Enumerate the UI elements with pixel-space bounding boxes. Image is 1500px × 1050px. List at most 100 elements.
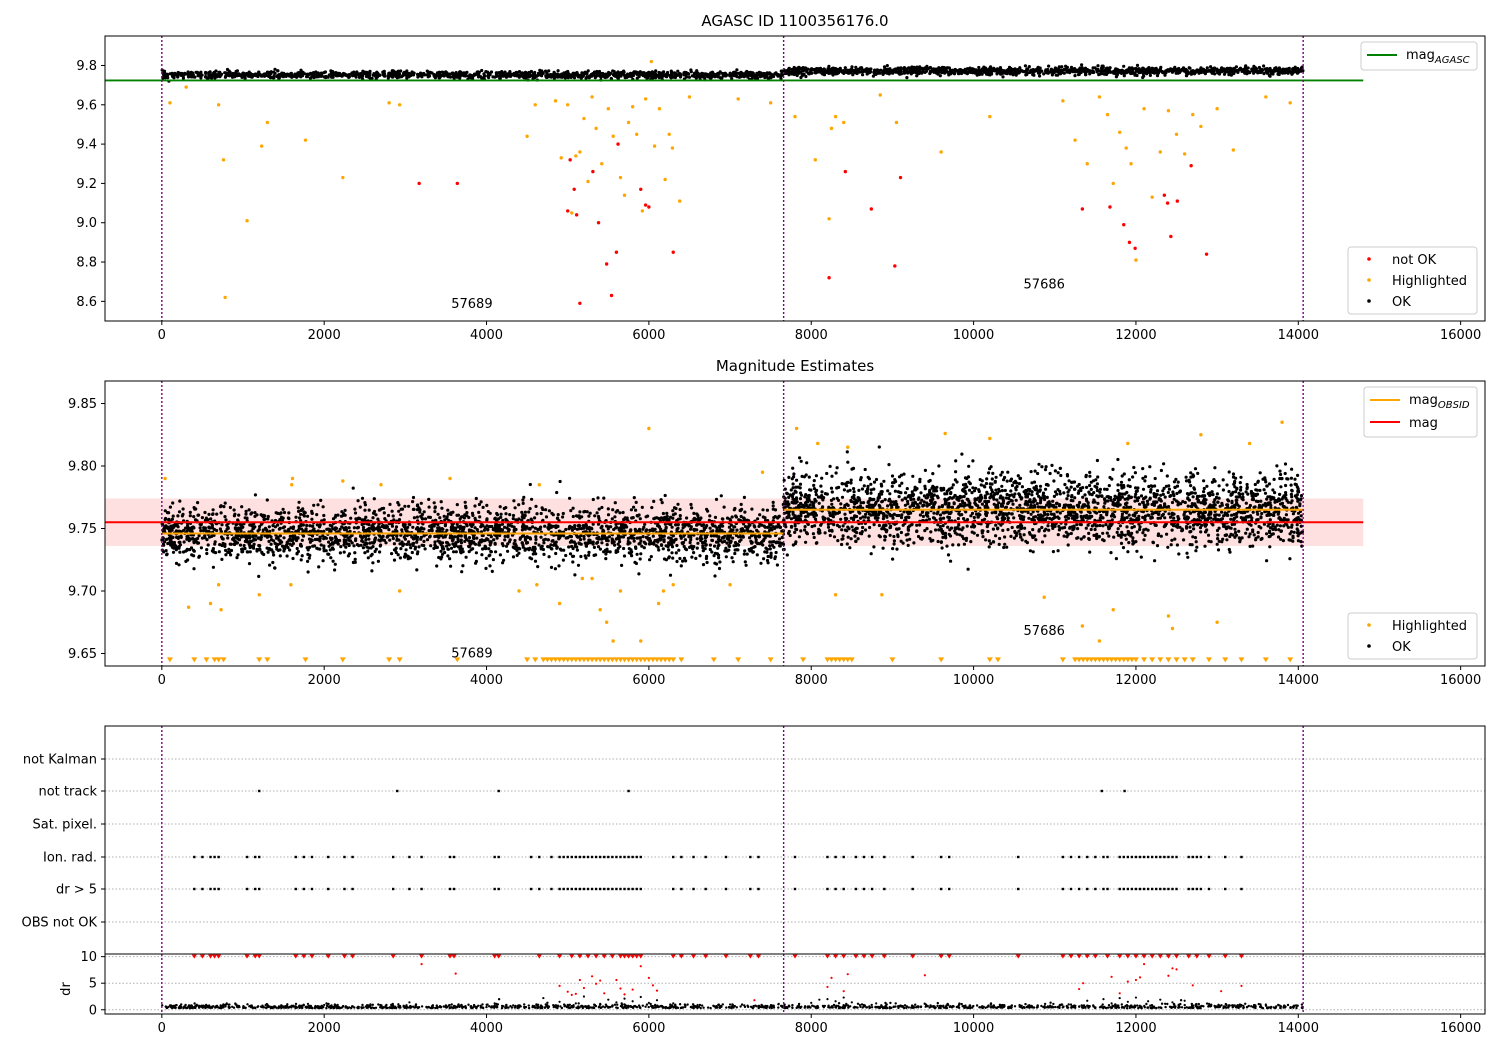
panel2-ok-point — [692, 511, 696, 515]
panel1-ok-point — [613, 74, 618, 78]
panel1-ok-point — [1254, 68, 1258, 72]
panel1-ok-point — [1199, 70, 1203, 75]
panel2-ok-point — [667, 536, 671, 540]
panel2-ok-point — [176, 514, 180, 518]
panel1-ok-point — [846, 68, 850, 72]
panel2-ok-point — [229, 548, 234, 553]
panel2-ok-point — [502, 558, 506, 562]
panel1-highlighted-point — [600, 162, 604, 166]
panel1-ok-point — [259, 73, 263, 77]
panel2-ok-point — [761, 508, 765, 512]
panel1-ok-point — [360, 74, 364, 78]
panel2-ok-point — [671, 534, 676, 538]
panel1-ok-point — [331, 70, 335, 74]
panel2-ok-point — [188, 514, 192, 518]
panel2-ok-point — [592, 545, 597, 550]
panel1-highlighted-point — [1174, 132, 1179, 136]
panel2-ok-point — [564, 527, 568, 532]
panel1-ok-point — [1194, 69, 1198, 73]
panel1-ok-point — [609, 71, 613, 75]
panel1-ok-point — [728, 74, 732, 78]
panel2-ok-point — [528, 556, 532, 560]
panel1-ok-point — [1300, 65, 1304, 69]
panel1-ok-point — [370, 76, 374, 80]
panel2-ok-point — [311, 524, 315, 528]
panel2-ok-point — [664, 544, 668, 548]
panel1-ok-point — [586, 69, 590, 73]
panel1-ok-point — [367, 75, 371, 79]
panel2-ok-point — [224, 548, 228, 553]
panel2-ok-point — [616, 542, 620, 546]
panel1-ok-point — [1024, 73, 1028, 77]
panel1-ok-point — [805, 69, 809, 73]
panel2-ok-point — [511, 517, 515, 521]
panel2-ok-point — [265, 498, 269, 502]
panel2-ok-point — [521, 501, 525, 505]
panel2-ok-point — [427, 497, 431, 501]
panel2-ok-point — [305, 523, 309, 528]
panel2-ok-point — [342, 526, 346, 530]
panel2-ok-point — [376, 517, 380, 521]
panel2-ok-point — [556, 513, 560, 517]
panel2-ok-point — [398, 556, 402, 560]
panel2-ok-point — [321, 534, 325, 538]
panel2-ok-point — [675, 559, 679, 564]
panel2-ok-point — [626, 536, 631, 541]
panel2-ok-point — [727, 544, 731, 548]
panel2-ok-point — [734, 514, 738, 518]
panel2-ok-point — [268, 563, 272, 567]
panel2-ok-point — [771, 525, 775, 529]
panel2-ok-point — [167, 517, 171, 522]
panel1-xtick-label: 4000 — [470, 328, 503, 343]
panel1-highlighted-point — [341, 175, 345, 180]
panel1-highlighted-point — [1215, 107, 1219, 111]
panel1-ok-point — [226, 71, 230, 75]
panel1-ok-point — [208, 74, 212, 78]
panel2-ok-point — [514, 545, 518, 549]
panel2-ok-point — [529, 517, 533, 521]
panel2-ok-point — [205, 548, 209, 552]
panel2-ok-point — [276, 543, 280, 547]
panel2-ok-point — [699, 533, 703, 538]
panel1-ok-point — [503, 70, 507, 74]
panel1-ok-point — [346, 74, 350, 78]
panel2-ok-point — [722, 505, 726, 509]
panel1-ok-point — [961, 70, 966, 74]
panel2-ok-point — [512, 499, 516, 503]
panel1-ok-point — [337, 72, 341, 76]
panel2-ok-point — [363, 551, 367, 555]
panel2-ok-point — [182, 528, 186, 533]
panel2-ok-point — [370, 552, 374, 556]
panel1-highlighted-point — [387, 101, 391, 105]
panel1-ok-point — [643, 75, 648, 79]
panel2-ok-point — [417, 545, 421, 549]
panel1-highlighted-point — [1085, 162, 1089, 166]
panel2-ok-point — [430, 527, 434, 531]
panel1-ok-point — [1084, 73, 1088, 77]
panel2-ok-point — [621, 510, 625, 515]
panel2-ok-point — [569, 509, 573, 513]
panel2-ok-point — [725, 516, 730, 520]
panel2-ok-point — [482, 539, 486, 543]
panel2-ok-point — [558, 479, 562, 484]
panel1-ok-point — [1126, 69, 1130, 73]
panel1-ok-point — [570, 74, 574, 78]
panel1-ok-point — [888, 67, 892, 71]
panel2-ok-point — [422, 534, 426, 538]
panel1-ok-point — [730, 77, 734, 81]
panel2-ok-point — [443, 522, 448, 527]
panel1-ok-point — [1114, 67, 1118, 71]
panel2-ok-point — [348, 529, 352, 533]
panel1-not-ok-point — [647, 205, 651, 209]
panel2-ok-point — [328, 548, 332, 552]
panel2-ok-point — [297, 526, 301, 530]
panel2-ok-point — [534, 504, 538, 508]
panel2-ok-point — [445, 528, 449, 532]
panel2-ok-point — [286, 545, 290, 550]
panel2-ok-point — [642, 525, 646, 529]
panel2-ok-point — [428, 515, 432, 520]
panel1-ok-point — [1056, 73, 1060, 77]
panel2-ok-point — [245, 550, 249, 554]
panel2-ok-point — [177, 529, 181, 533]
panel1-ok-point — [1294, 70, 1298, 74]
